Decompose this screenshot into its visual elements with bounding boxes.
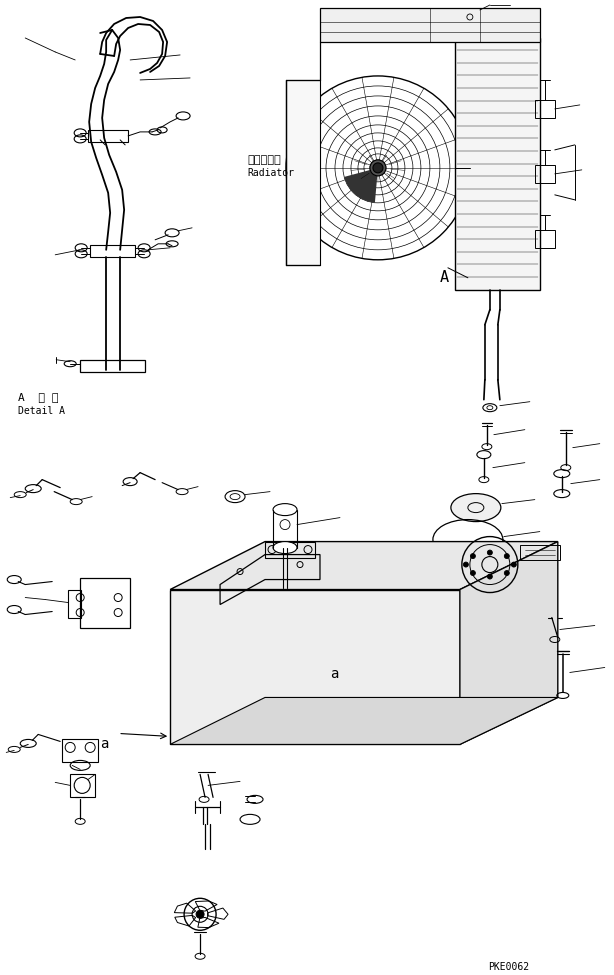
Polygon shape	[170, 541, 558, 590]
Circle shape	[370, 160, 386, 176]
Text: A  詳 細: A 詳 細	[18, 392, 59, 402]
Circle shape	[504, 554, 509, 559]
Polygon shape	[455, 38, 540, 290]
Circle shape	[511, 562, 516, 567]
Text: Detail A: Detail A	[18, 406, 65, 415]
Circle shape	[373, 163, 383, 173]
Polygon shape	[460, 541, 558, 745]
Text: a: a	[330, 668, 338, 682]
Text: a: a	[100, 737, 109, 752]
Circle shape	[488, 550, 492, 555]
Ellipse shape	[273, 541, 297, 554]
Circle shape	[196, 911, 204, 918]
Polygon shape	[170, 697, 558, 745]
Text: ラジエータ: ラジエータ	[247, 155, 281, 165]
Bar	[455, 10, 485, 24]
Bar	[68, 590, 81, 617]
Circle shape	[488, 574, 492, 579]
Wedge shape	[344, 168, 378, 203]
Ellipse shape	[451, 493, 501, 522]
Text: PKE0062: PKE0062	[488, 962, 529, 972]
Polygon shape	[286, 80, 320, 265]
Circle shape	[470, 554, 475, 559]
Text: Radiator: Radiator	[247, 168, 294, 177]
Text: A: A	[440, 270, 449, 285]
Circle shape	[504, 570, 509, 575]
Circle shape	[464, 562, 468, 567]
Circle shape	[470, 570, 475, 575]
Polygon shape	[320, 8, 540, 42]
Polygon shape	[170, 590, 460, 745]
